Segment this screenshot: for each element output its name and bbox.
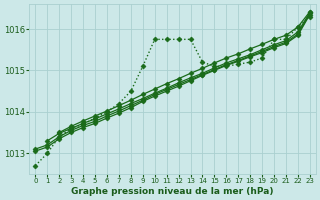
X-axis label: Graphe pression niveau de la mer (hPa): Graphe pression niveau de la mer (hPa)	[71, 187, 274, 196]
